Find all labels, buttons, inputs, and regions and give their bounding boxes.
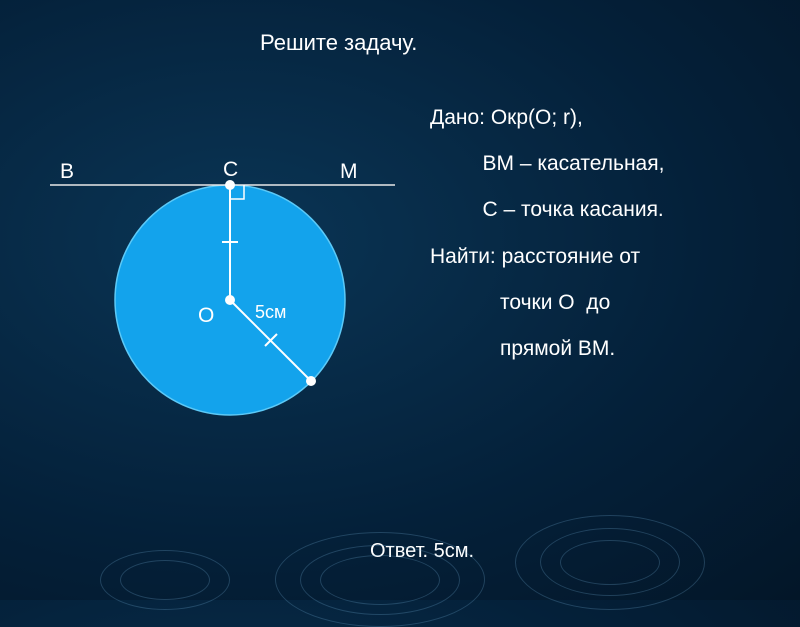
point-o xyxy=(225,295,235,305)
diagram-svg: В С М О 5см xyxy=(30,90,400,470)
page-title: Решите задачу. xyxy=(260,30,417,56)
given-line2: ВМ – касательная, xyxy=(430,141,664,187)
problem-statement: Дано: Окр(О; r), ВМ – касательная, С – т… xyxy=(430,95,664,372)
find-line1: Найти: расстояние от xyxy=(430,234,664,280)
label-5cm: 5см xyxy=(255,302,286,322)
label-b: В xyxy=(60,160,74,183)
find-line2: точки О до xyxy=(430,280,664,326)
given-line3: С – точка касания. xyxy=(430,187,664,233)
label-o: О xyxy=(198,304,214,327)
find-line3: прямой ВМ. xyxy=(430,326,664,372)
title-text: Решите задачу. xyxy=(260,30,417,55)
ripple-decoration xyxy=(515,515,705,610)
point-c xyxy=(225,180,235,190)
ripple-decoration xyxy=(100,550,230,610)
label-m: М xyxy=(340,160,358,183)
point-end xyxy=(306,376,316,386)
label-c: С xyxy=(223,158,238,181)
ripple-decoration xyxy=(275,532,485,627)
given-line1: Дано: Окр(О; r), xyxy=(430,95,664,141)
geometry-diagram: В С М О 5см xyxy=(30,90,400,470)
